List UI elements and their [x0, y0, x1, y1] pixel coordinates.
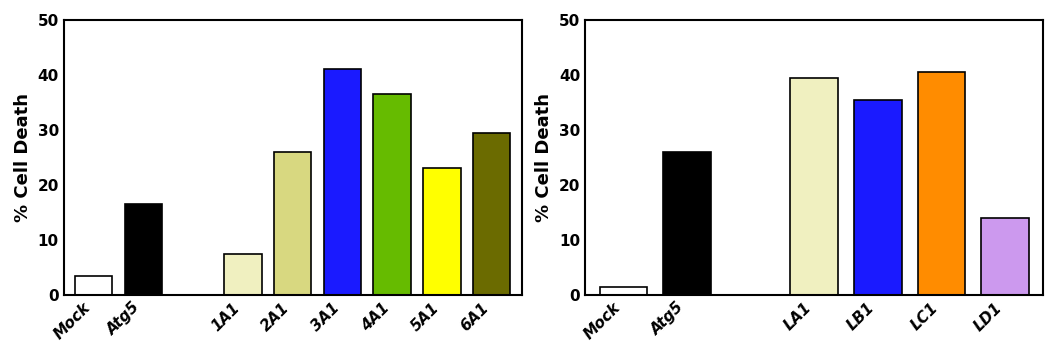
- Bar: [791, 78, 838, 295]
- Bar: [274, 152, 311, 295]
- Y-axis label: % Cell Death: % Cell Death: [14, 93, 32, 222]
- Bar: [323, 69, 361, 295]
- Bar: [981, 218, 1028, 295]
- Bar: [125, 204, 162, 295]
- Bar: [663, 152, 711, 295]
- Bar: [423, 168, 461, 295]
- Bar: [599, 287, 647, 295]
- Bar: [75, 276, 112, 295]
- Bar: [224, 254, 261, 295]
- Bar: [373, 94, 411, 295]
- Y-axis label: % Cell Death: % Cell Death: [536, 93, 554, 222]
- Bar: [917, 72, 965, 295]
- Bar: [474, 133, 511, 295]
- Bar: [854, 100, 902, 295]
